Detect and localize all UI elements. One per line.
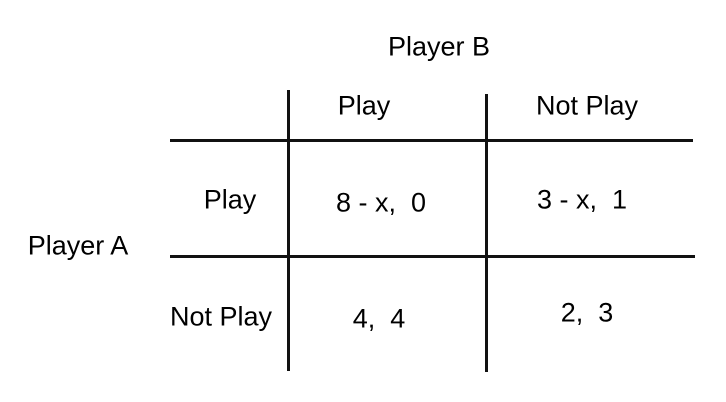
column-header-not-play: Not Play	[535, 90, 639, 121]
row-player-label: Player A	[27, 230, 129, 261]
row-header-not-play: Not Play	[169, 301, 273, 332]
payoff-play-play: 8 - x, 0	[335, 187, 427, 218]
grid-line-middle	[170, 255, 695, 258]
payoff-play-notplay: 3 - x, 1	[536, 184, 628, 215]
row-header-play: Play	[203, 184, 257, 215]
grid-line-right	[485, 94, 488, 372]
grid-line-top	[170, 139, 693, 142]
column-player-label: Player B	[387, 31, 491, 62]
payoff-notplay-notplay: 2, 3	[560, 297, 614, 328]
payoff-notplay-play: 4, 4	[352, 303, 406, 334]
grid-line-left	[287, 90, 290, 371]
column-header-play: Play	[337, 90, 391, 121]
